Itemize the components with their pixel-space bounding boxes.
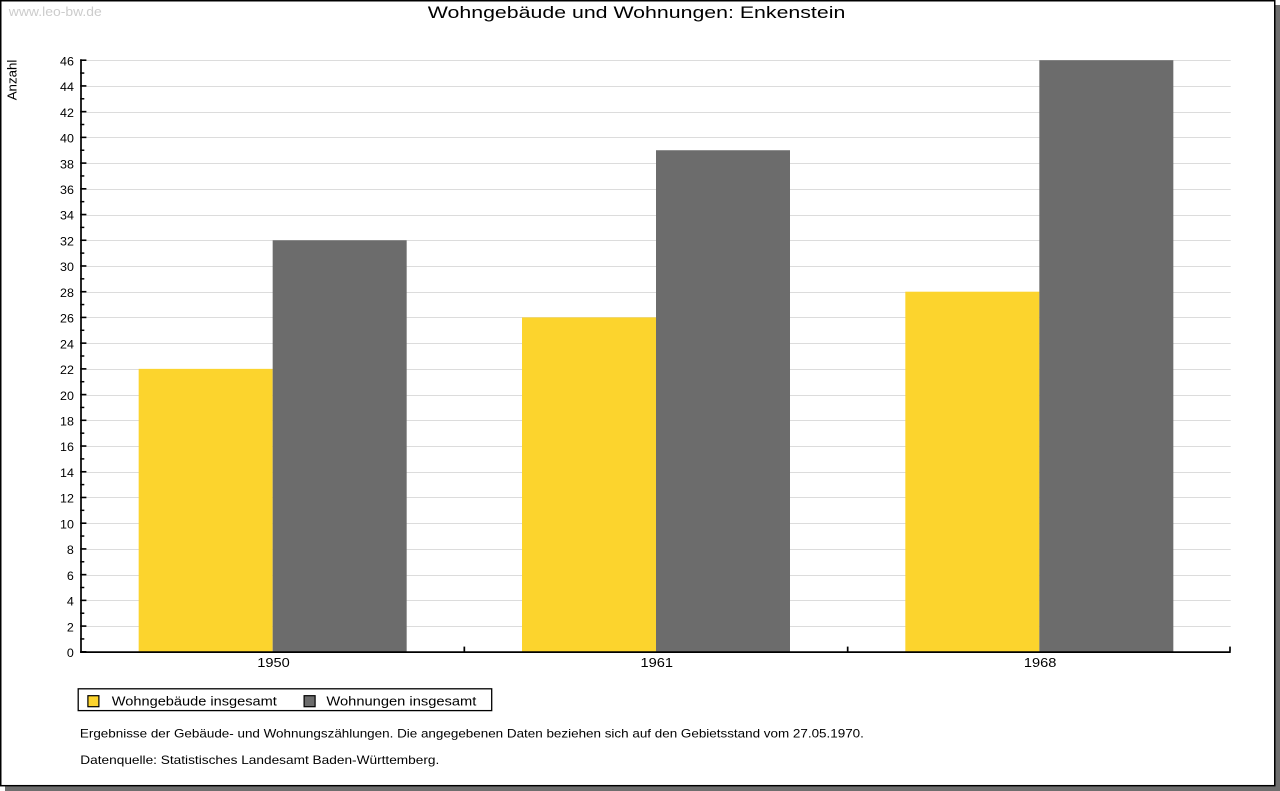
svg-text:34: 34 [60,209,74,223]
svg-text:Wohnungen insgesamt: Wohnungen insgesamt [326,694,476,709]
svg-text:0: 0 [67,646,74,660]
svg-text:Wohngebäude und Wohnungen: Enk: Wohngebäude und Wohnungen: Enkenstein [428,3,846,22]
svg-text:14: 14 [60,466,74,480]
svg-text:Datenquelle: Statistisches Lan: Datenquelle: Statistisches Landesamt Bad… [80,753,439,767]
svg-text:42: 42 [60,106,74,120]
svg-text:Ergebnisse der Gebäude- und Wo: Ergebnisse der Gebäude- und Wohnungszähl… [80,727,864,741]
svg-text:38: 38 [60,157,74,171]
svg-text:30: 30 [60,260,74,274]
svg-text:1968: 1968 [1024,655,1057,670]
svg-text:24: 24 [60,337,74,351]
svg-text:32: 32 [60,234,74,248]
svg-text:46: 46 [60,54,74,68]
svg-text:Wohngebäude insgesamt: Wohngebäude insgesamt [112,694,277,709]
svg-text:6: 6 [67,569,74,583]
svg-text:12: 12 [60,492,74,506]
svg-text:8: 8 [67,543,74,557]
svg-text:1961: 1961 [641,655,674,670]
svg-text:16: 16 [60,440,74,454]
svg-text:10: 10 [60,517,74,531]
svg-text:26: 26 [60,312,74,326]
svg-text:1950: 1950 [257,655,290,670]
svg-text:Anzahl: Anzahl [5,60,20,101]
svg-text:18: 18 [60,415,74,429]
svg-text:44: 44 [60,80,74,94]
svg-text:20: 20 [60,389,74,403]
svg-text:28: 28 [60,286,74,300]
svg-text:www.leo-bw.de: www.leo-bw.de [8,4,102,19]
svg-text:4: 4 [67,595,74,609]
svg-text:36: 36 [60,183,74,197]
svg-text:22: 22 [60,363,74,377]
svg-text:40: 40 [60,132,74,146]
svg-text:2: 2 [67,620,74,634]
